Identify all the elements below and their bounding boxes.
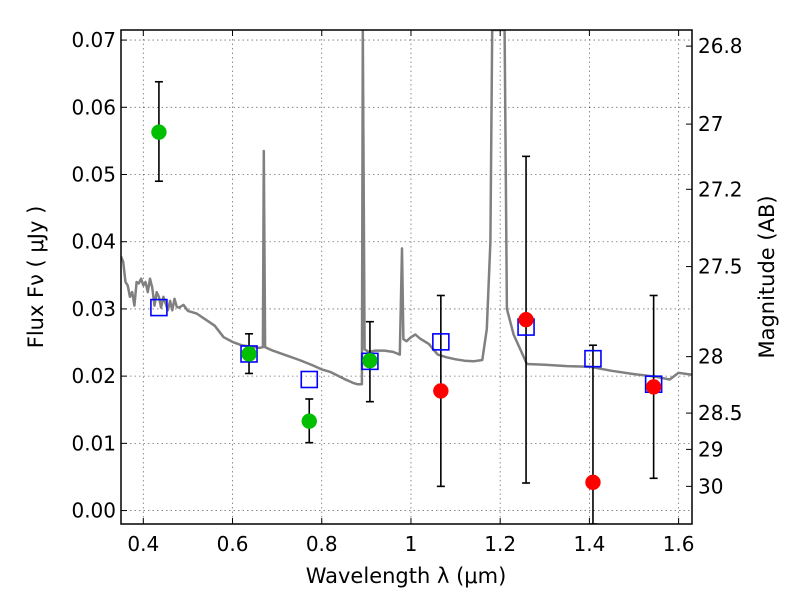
right-tick-label: 28 (698, 345, 723, 369)
observed-flux-point (433, 383, 449, 399)
right-y-axis-label: Magnitude (AB) (755, 195, 779, 358)
grid-lines (121, 30, 692, 524)
plot-data (121, 30, 692, 524)
model-flux-square (300, 370, 319, 389)
x-tick-label: 1 (405, 532, 418, 556)
model-flux-square (240, 345, 258, 363)
x-tick-label: 0.8 (306, 532, 338, 556)
x-tick-label: 0.6 (217, 532, 249, 556)
observed-flux-point (151, 124, 167, 140)
right-tick-label: 28.5 (698, 401, 743, 425)
observed-flux-point (241, 346, 257, 362)
x-tick-label: 0.4 (127, 532, 159, 556)
observed-flux-point (301, 413, 318, 429)
observed-flux-point (645, 379, 662, 395)
observed-flux-point (585, 474, 601, 491)
x-tick-label: 1.4 (573, 532, 605, 556)
x-tick-label: 1.2 (484, 532, 516, 556)
y-tick-label: 0.04 (71, 230, 116, 254)
y-tick-label: 0.03 (71, 297, 116, 321)
right-tick-label: 26.8 (698, 34, 743, 58)
x-tick-label: 1.6 (663, 532, 695, 556)
y-tick-label: 0.02 (71, 364, 116, 388)
model-spectrum-line (121, 30, 692, 386)
right-tick-label: 27 (698, 112, 723, 136)
y-tick-label: 0.07 (71, 28, 116, 52)
model-flux-square (432, 333, 450, 351)
right-tick-label: 27.2 (698, 177, 743, 201)
plot-frame (120, 29, 693, 525)
model-flux-square (584, 349, 602, 368)
y-tick-label: 0.05 (71, 163, 116, 187)
y-tick-label: 0.00 (71, 499, 116, 523)
observed-flux-point (362, 352, 378, 369)
y-axis-label: Flux Fν ( μJy ) (24, 206, 48, 349)
right-tick-label: 30 (698, 474, 723, 498)
y-tick-label: 0.06 (71, 95, 116, 119)
model-flux-square (150, 298, 168, 317)
right-tick-label: 29 (698, 437, 723, 461)
right-tick-label: 27.5 (698, 255, 743, 279)
y-tick-label: 0.01 (71, 431, 116, 455)
x-axis-label: Wavelength λ (μm) (306, 564, 507, 588)
observed-flux-point (518, 311, 534, 328)
axis-ticks: 0.4 0.6 0.8 1 1.2 1.4 1.6 0.00 0.01 0.02 0.03 0.04 0… (71, 28, 742, 556)
